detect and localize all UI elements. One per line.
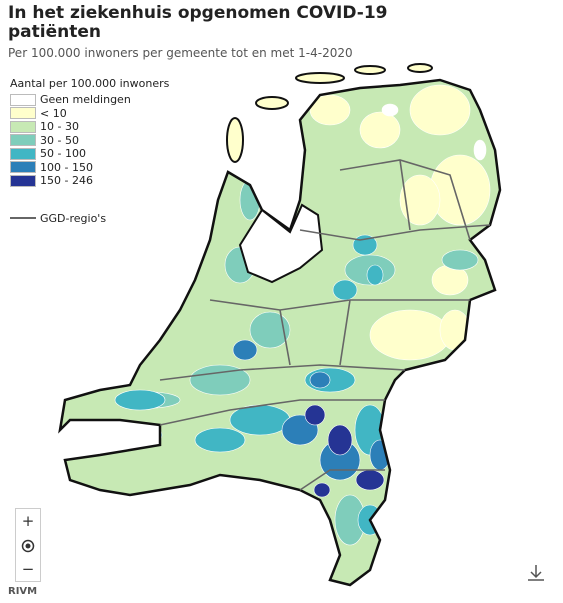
legend-label: 100 - 150 [40, 160, 93, 174]
legend-swatch [10, 161, 36, 174]
municipality-patch[interactable] [313, 482, 331, 498]
legend-title: Aantal per 100.000 inwoners [10, 77, 170, 90]
source: RIVM [8, 586, 38, 597]
municipality-patch[interactable] [409, 84, 471, 136]
legend: Aantal per 100.000 inwoners Geen melding… [10, 77, 169, 225]
municipality-patch[interactable] [309, 94, 351, 126]
legend-boundary: GGD-regio's [10, 212, 169, 225]
legend-label: 10 - 30 [40, 120, 79, 134]
municipality-patch[interactable] [304, 404, 326, 426]
legend-item: 50 - 100 [10, 147, 169, 161]
legend-item: Geen meldingen [10, 93, 169, 107]
legend-item: 30 - 50 [10, 134, 169, 148]
legend-item: 100 - 150 [10, 161, 169, 175]
municipality-patch[interactable] [114, 389, 166, 411]
legend-swatch [10, 107, 36, 120]
municipality-patch[interactable] [194, 427, 246, 453]
legend-swatch [10, 120, 36, 133]
municipality-patch[interactable] [232, 339, 258, 361]
municipality-patch[interactable] [327, 424, 353, 456]
municipality-patch[interactable] [441, 249, 479, 271]
zoom-in[interactable]: + [21, 512, 35, 530]
municipality-patch[interactable] [381, 103, 399, 117]
ggd-regions [159, 159, 491, 491]
municipality-patch[interactable] [429, 154, 491, 226]
municipality-patch[interactable] [137, 426, 163, 444]
legend-swatch [10, 93, 36, 106]
legend-label: 150 - 246 [40, 174, 93, 188]
map-controls: + − [15, 508, 41, 582]
legend-item: 10 - 30 [10, 120, 169, 134]
municipality-patch[interactable] [473, 139, 487, 161]
subtitle: Per 100.000 inwoners per gemeente tot en… [8, 46, 353, 60]
legend-swatch [10, 174, 36, 187]
municipality-patch[interactable] [359, 111, 401, 149]
municipality-patch[interactable] [332, 279, 358, 301]
municipality-patch[interactable] [309, 371, 331, 389]
wadden-islands [226, 63, 433, 163]
legend-swatch [10, 147, 36, 160]
municipality-patch[interactable] [399, 174, 441, 226]
municipality-patch[interactable] [369, 309, 451, 361]
legend-swatch [10, 134, 36, 147]
municipality-patch[interactable] [355, 469, 385, 491]
municipality-patch[interactable] [189, 364, 251, 396]
ijsselmeer [238, 203, 324, 284]
legend-label: Geen meldingen [40, 93, 131, 107]
download-icon[interactable] [528, 565, 544, 581]
locate[interactable] [16, 533, 40, 557]
zoom-out[interactable]: − [21, 560, 35, 578]
legend-label: 30 - 50 [40, 133, 79, 147]
legend-item: 150 - 246 [10, 174, 169, 188]
legend-item: < 10 [10, 107, 169, 121]
municipality-patch[interactable] [366, 264, 384, 286]
title: In het ziekenhuis opgenomen COVID-19 pat… [8, 3, 388, 42]
municipality-patch[interactable] [249, 311, 291, 349]
legend-boundary-label: GGD-regio's [40, 211, 107, 225]
legend-label: < 10 [40, 106, 67, 120]
legend-label: 50 - 100 [40, 147, 86, 161]
